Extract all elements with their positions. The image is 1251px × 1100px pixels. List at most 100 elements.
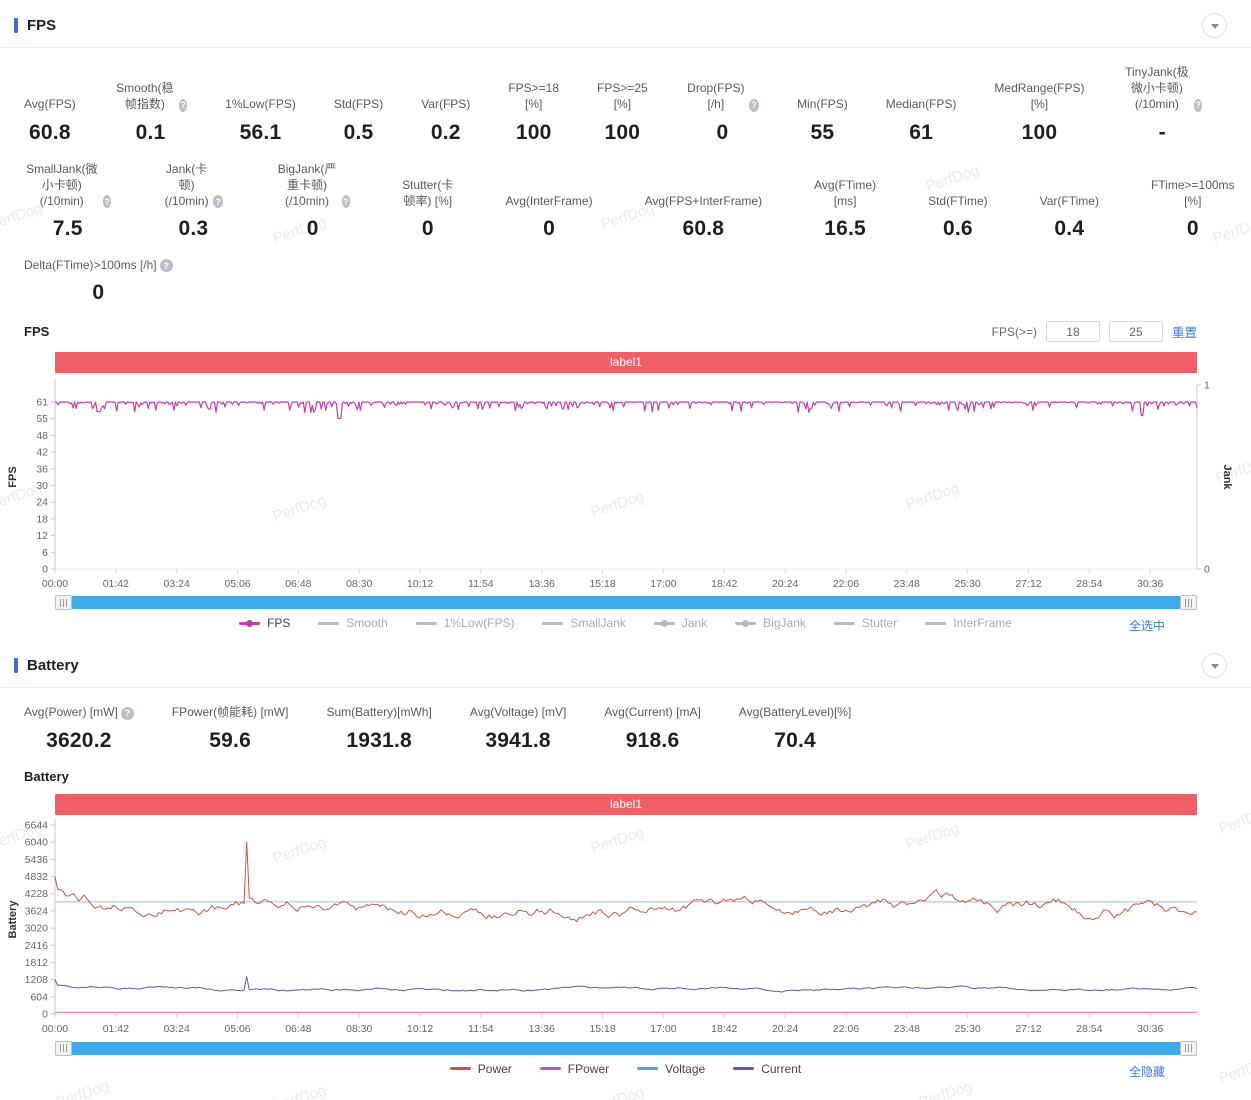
fps-threshold-input-low[interactable] — [1045, 321, 1100, 343]
scrollbar-left-handle[interactable] — [55, 595, 72, 611]
help-icon[interactable]: ? — [102, 195, 112, 209]
legend-label: 1%Low(FPS) — [443, 616, 515, 631]
help-icon[interactable]: ? — [120, 706, 134, 720]
legend-marker — [449, 1067, 471, 1070]
battery-chart[interactable]: 0 604 1208 1812 2416 3020 3624 4228 4832 5436 6040… — [6, 815, 1245, 1041]
fps-threshold-input-high[interactable] — [1108, 321, 1163, 343]
legend-label: Power — [477, 1061, 512, 1076]
scrollbar-right-handle[interactable] — [1180, 1040, 1197, 1056]
svg-text:55: 55 — [36, 414, 48, 426]
help-icon[interactable]: ? — [1194, 98, 1203, 112]
stat-label: Avg(FPS+InterFrame) — [644, 193, 763, 208]
svg-text:08:30: 08:30 — [346, 578, 372, 590]
legend-marker — [653, 619, 675, 627]
stat-value: 0.3 — [178, 217, 209, 241]
accent-bar — [14, 18, 18, 33]
help-icon[interactable]: ? — [178, 98, 188, 112]
battery-legend-item-voltage[interactable]: Voltage — [637, 1062, 705, 1076]
stat-label: Avg(BatteryLevel)[%] — [738, 705, 852, 720]
svg-text:08:30: 08:30 — [346, 1023, 372, 1035]
battery-collapse-button[interactable] — [1202, 653, 1227, 679]
scrollbar-right-handle[interactable] — [1180, 595, 1197, 611]
battery-stat-item: Avg(BatteryLevel)[%] 70.4 — [739, 704, 852, 752]
fps-chart-scrollbar[interactable] — [55, 595, 1197, 611]
fps-legend-item-jank[interactable]: Jank — [653, 616, 707, 630]
grip-icon — [1184, 598, 1193, 607]
battery-chart-scrollbar[interactable] — [55, 1040, 1197, 1056]
svg-text:Battery: Battery — [7, 899, 19, 938]
legend-marker — [318, 621, 340, 625]
stat-value: 59.6 — [209, 728, 251, 752]
svg-text:23:48: 23:48 — [894, 1023, 920, 1035]
svg-text:17:00: 17:00 — [650, 1023, 676, 1035]
battery-section-title-text: Battery — [27, 657, 79, 675]
fps-stat-item: Var(FTime) 0.4 — [1040, 193, 1099, 241]
fps-stats-grid: Avg(FPS) 60.8 Smooth(稳帧指数)? 0.1 1%Low(FPS) 56… — [0, 48, 1251, 305]
svg-text:30:36: 30:36 — [1137, 578, 1163, 590]
stat-label: Var(FPS) — [421, 97, 471, 112]
svg-text:4832: 4832 — [25, 871, 49, 883]
battery-legend-item-power[interactable]: Power — [449, 1061, 512, 1076]
battery-legend-item-current[interactable]: Current — [733, 1062, 801, 1076]
svg-text:13:36: 13:36 — [529, 1023, 555, 1035]
legend-marker — [239, 619, 261, 627]
help-icon[interactable]: ? — [341, 195, 351, 209]
scrollbar-left-handle[interactable] — [55, 1040, 72, 1056]
svg-text:25:30: 25:30 — [955, 578, 981, 590]
help-icon[interactable]: ? — [748, 98, 760, 112]
stat-label: BigJank(严重卡顿) (/10min)? — [277, 161, 351, 209]
fps-stat-item: Drop(FPS) [/h]? 0 — [686, 80, 760, 144]
fps-threshold-label: FPS(>=) — [991, 324, 1037, 339]
legend-label: FPower — [567, 1061, 610, 1076]
stat-label: Jank(卡顿) (/10min)? — [163, 161, 224, 210]
fps-legend-item-fps[interactable]: FPS — [239, 616, 290, 630]
fps-legend-item-smalljank[interactable]: SmallJank — [542, 616, 626, 630]
fps-chart[interactable]: 0 6 12 18 24 30 36 42 48 55 61 FPS 0 1 Jank 00:00 01:42 0… — [6, 373, 1245, 595]
help-icon[interactable]: ? — [159, 259, 173, 273]
fps-stat-item: Avg(FPS+InterFrame) 60.8 — [645, 193, 762, 241]
svg-text:11:54: 11:54 — [468, 1023, 494, 1035]
fps-legend-item-stutter[interactable]: Stutter — [833, 616, 897, 630]
battery-select-all-link[interactable]: 全隐藏 — [1128, 1064, 1165, 1079]
stat-label: FTime>=100ms [%] — [1150, 177, 1235, 208]
fps-legend-item-smooth[interactable]: Smooth — [318, 616, 388, 630]
stat-value: 0.2 — [430, 120, 461, 144]
fps-threshold-filter: FPS(>=) 重置 — [991, 321, 1197, 343]
svg-text:0: 0 — [42, 1008, 48, 1020]
svg-text:3624: 3624 — [25, 905, 49, 917]
stat-value: 918.6 — [625, 728, 680, 752]
fps-stat-item: Smooth(稳帧指数)? 0.1 — [114, 80, 188, 144]
svg-text:61: 61 — [36, 397, 48, 409]
reset-link[interactable]: 重置 — [1171, 326, 1197, 341]
fps-legend-item-bigjank[interactable]: BigJank — [735, 616, 806, 630]
svg-text:05:06: 05:06 — [224, 1023, 250, 1035]
fps-legend-item-1-low-fps-[interactable]: 1%Low(FPS) — [415, 616, 515, 631]
legend-label: FPS — [267, 616, 291, 631]
svg-text:18:42: 18:42 — [711, 578, 737, 590]
stat-value: 0 — [306, 217, 319, 241]
stat-label: Median(FPS) — [885, 97, 957, 112]
stat-label: Avg(FPS) — [24, 97, 76, 112]
chevron-down-icon — [1210, 23, 1219, 29]
svg-text:2416: 2416 — [25, 939, 49, 951]
fps-legend-item-interframe[interactable]: InterFrame — [925, 616, 1012, 630]
battery-legend-item-fpower[interactable]: FPower — [539, 1061, 610, 1076]
svg-text:00:00: 00:00 — [42, 1023, 68, 1035]
svg-text:30:36: 30:36 — [1137, 1023, 1163, 1035]
svg-text:0: 0 — [42, 564, 48, 576]
battery-stat-item: Avg(Current) [mA] 918.6 — [604, 704, 700, 752]
watermark: PerfDog — [270, 1081, 329, 1100]
help-icon[interactable]: ? — [212, 195, 224, 209]
fps-select-all-link[interactable]: 全选中 — [1128, 619, 1165, 634]
legend-marker — [733, 1067, 755, 1070]
svg-text:10:12: 10:12 — [407, 1023, 433, 1035]
svg-text:15:18: 15:18 — [589, 1023, 615, 1035]
stat-value: 100 — [1021, 120, 1058, 144]
fps-stat-item: Min(FPS) 55 — [797, 96, 848, 144]
fps-collapse-button[interactable] — [1202, 13, 1227, 38]
svg-text:11:54: 11:54 — [468, 578, 494, 590]
battery-stats-grid: Avg(Power) [mW]? 3620.2 FPower(帧能耗) [mW] 59… — [0, 688, 1251, 752]
stat-label: MedRange(FPS)[%] — [994, 81, 1085, 112]
fps-stat-item: SmallJank(微小卡顿) (/10min)? 7.5 — [24, 161, 112, 242]
battery-stat-item: Avg(Power) [mW]? 3620.2 — [24, 704, 134, 752]
